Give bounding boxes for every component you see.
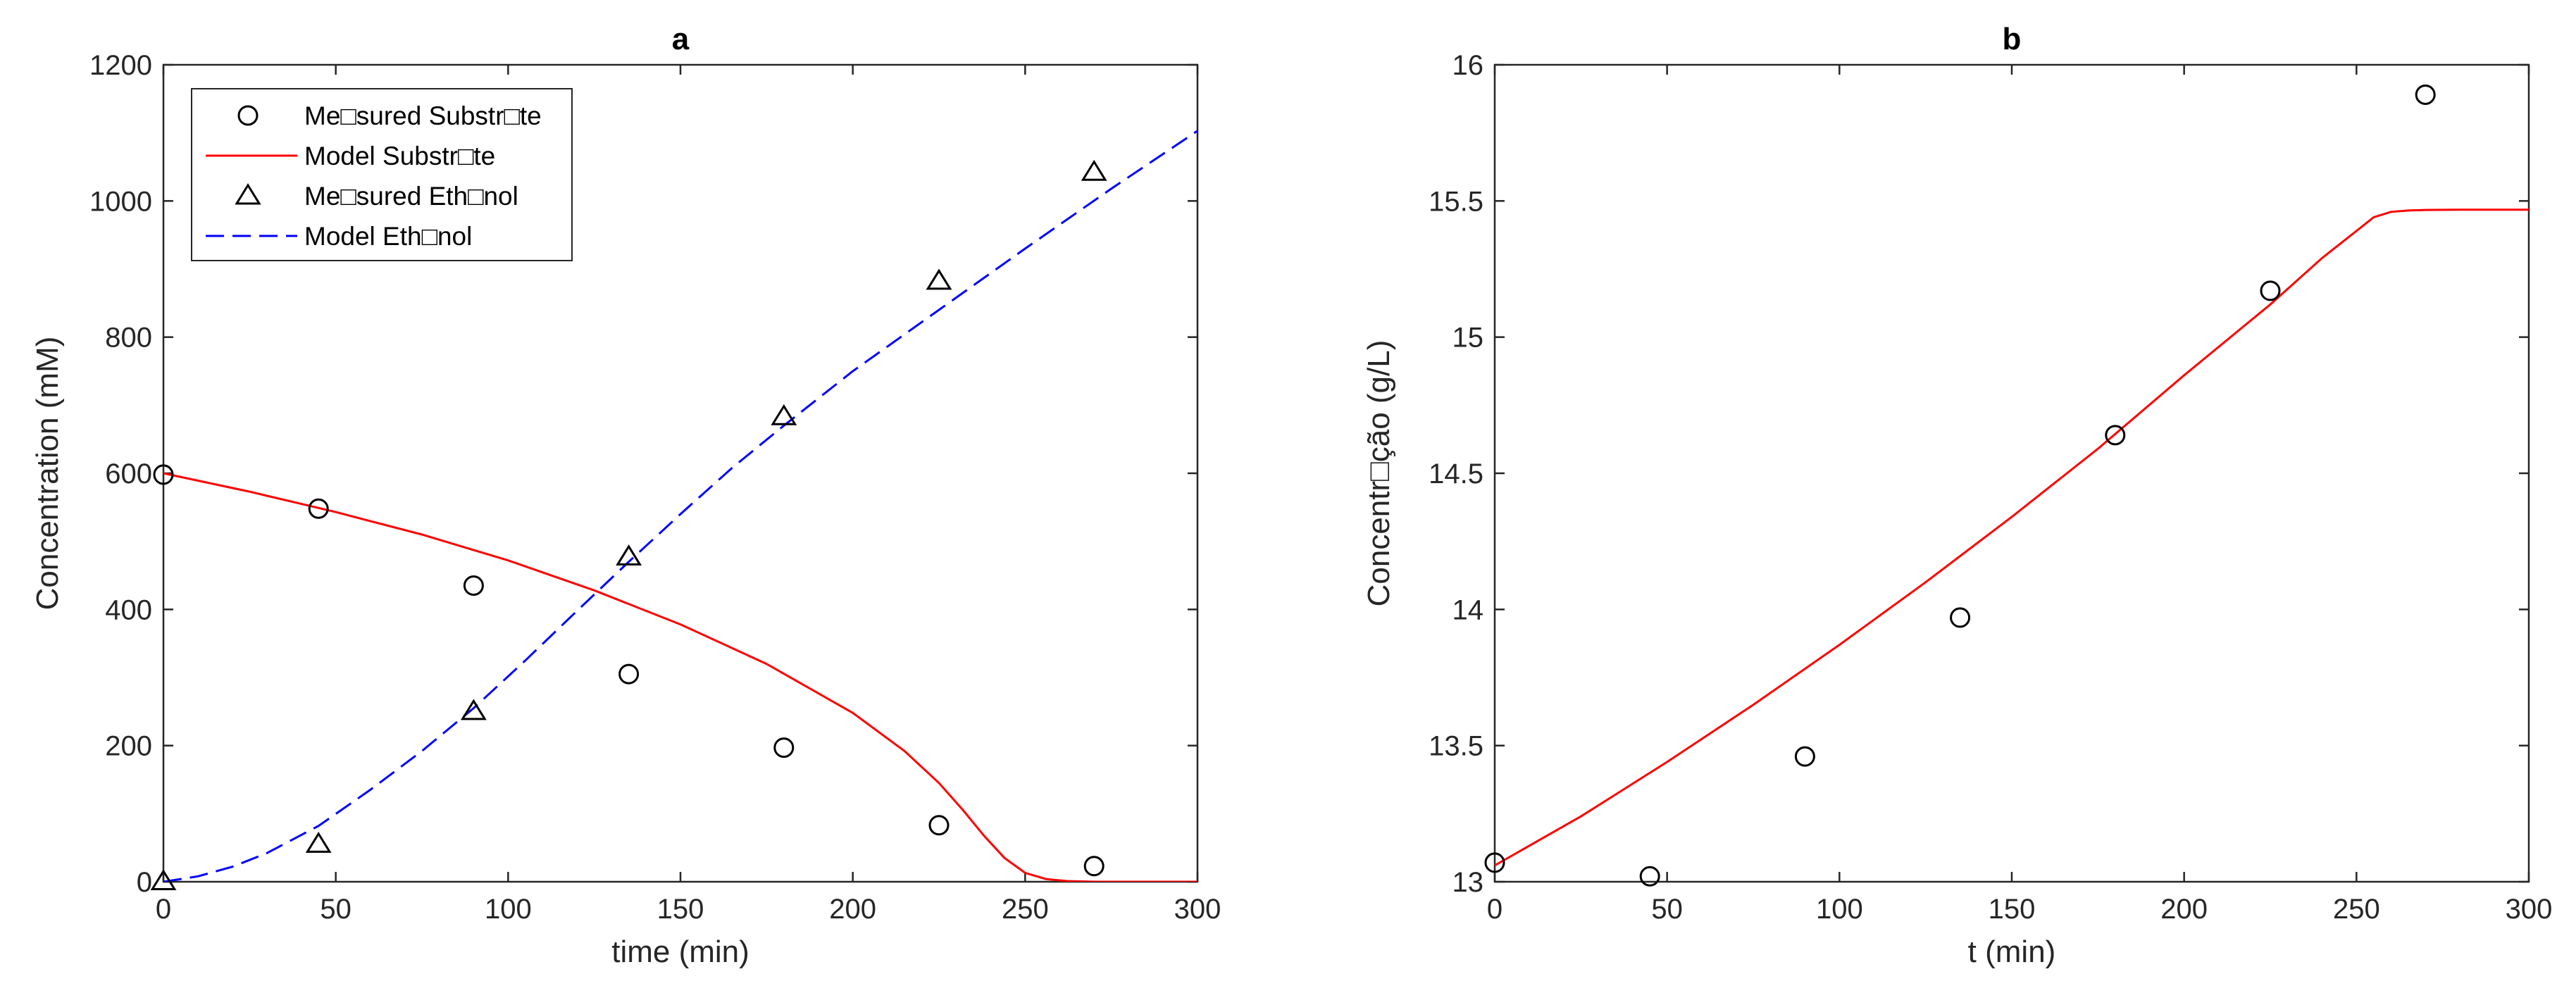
x-tick-label: 50 [320, 894, 351, 925]
x-axis-label: time (min) [611, 935, 749, 969]
data-point-circle [2415, 85, 2436, 106]
y-tick-label: 1200 [89, 50, 152, 81]
y-tick-label: 600 [105, 458, 152, 489]
panel-a: 0 50 100 150 200 250 300 0 200 400 600 800 1000 1200 a… [30, 22, 1221, 969]
x-tick-label: 100 [1816, 894, 1863, 925]
panel-b: 0 50 100 150 200 250 300 13 13.5 14 14.5 15 15.5 16 b t… [1362, 22, 2552, 969]
series-line-1 [163, 472, 1197, 882]
data-point-triangle [1081, 159, 1107, 181]
legend-box [191, 88, 573, 261]
y-tick-label: 14 [1452, 594, 1484, 625]
y-tick-label: 16 [1452, 50, 1484, 81]
series-layer [163, 130, 1197, 882]
y-axis-label: Concentration (mM) [30, 337, 65, 611]
x-tick-label: 200 [829, 894, 876, 925]
data-point-circle [153, 464, 174, 485]
x-tick-label: 100 [485, 894, 532, 925]
legend-circle-swatch [237, 105, 259, 126]
data-point-circle [1639, 866, 1660, 887]
x-tick-label: 0 [1487, 894, 1502, 925]
series-line-1 [1495, 208, 2529, 867]
data-point-circle [2260, 280, 2281, 301]
x-tick-label: 50 [1651, 894, 1683, 925]
legend-entry-label: Model Eth□nol [304, 222, 472, 251]
y-tick-label: 15 [1452, 323, 1484, 354]
data-point-triangle [616, 544, 642, 566]
x-tick-label: 0 [156, 894, 171, 925]
data-point-circle [928, 815, 950, 836]
plot-area [1493, 63, 2530, 883]
data-point-circle [1083, 856, 1105, 877]
legend-entry-label: Model Substr□te [304, 142, 495, 170]
data-point-circle [773, 737, 795, 759]
y-tick-label: 1000 [89, 186, 152, 217]
chart-title: a [672, 22, 690, 56]
legend-entry-label: Me□sured Substr□te [304, 101, 542, 130]
y-tick-label: 800 [105, 323, 152, 354]
data-point-circle [1794, 746, 1815, 767]
x-tick-label: 150 [657, 894, 704, 925]
series-layer [1495, 208, 2529, 867]
data-point-circle [2105, 425, 2126, 446]
legend-triangle-swatch [235, 183, 261, 205]
data-point-triangle [150, 869, 177, 890]
x-tick-label: 250 [2333, 894, 2380, 925]
x-tick-label: 200 [2160, 894, 2208, 925]
data-point-circle [1950, 607, 1971, 628]
y-tick-label: 0 [137, 867, 152, 898]
y-tick-label: 200 [105, 731, 152, 762]
data-point-circle [1484, 852, 1505, 873]
y-tick-label: 14.5 [1429, 458, 1483, 489]
x-tick-label: 250 [1002, 894, 1049, 925]
y-tick-label: 13.5 [1429, 731, 1483, 762]
y-tick-label: 400 [105, 594, 152, 625]
x-tick-label: 300 [2506, 894, 2553, 925]
data-point-circle [463, 575, 484, 596]
data-point-circle [618, 663, 640, 685]
data-point-triangle [460, 699, 487, 720]
y-tick-label: 15.5 [1429, 186, 1483, 217]
x-tick-label: 300 [1174, 894, 1221, 925]
y-axis-label: Concentr□ção (g/L) [1362, 340, 1396, 607]
data-point-triangle [305, 831, 332, 853]
legend-entry-label: Me□sured Eth□nol [304, 182, 518, 211]
x-axis-label: t (min) [1968, 935, 2056, 969]
series-line-3 [163, 130, 1197, 882]
x-tick-label: 150 [1989, 894, 2036, 925]
data-point-triangle [926, 268, 952, 290]
chart-title: b [2003, 22, 2022, 56]
data-point-triangle [771, 404, 797, 425]
data-point-circle [308, 498, 329, 519]
y-tick-label: 13 [1452, 867, 1484, 898]
